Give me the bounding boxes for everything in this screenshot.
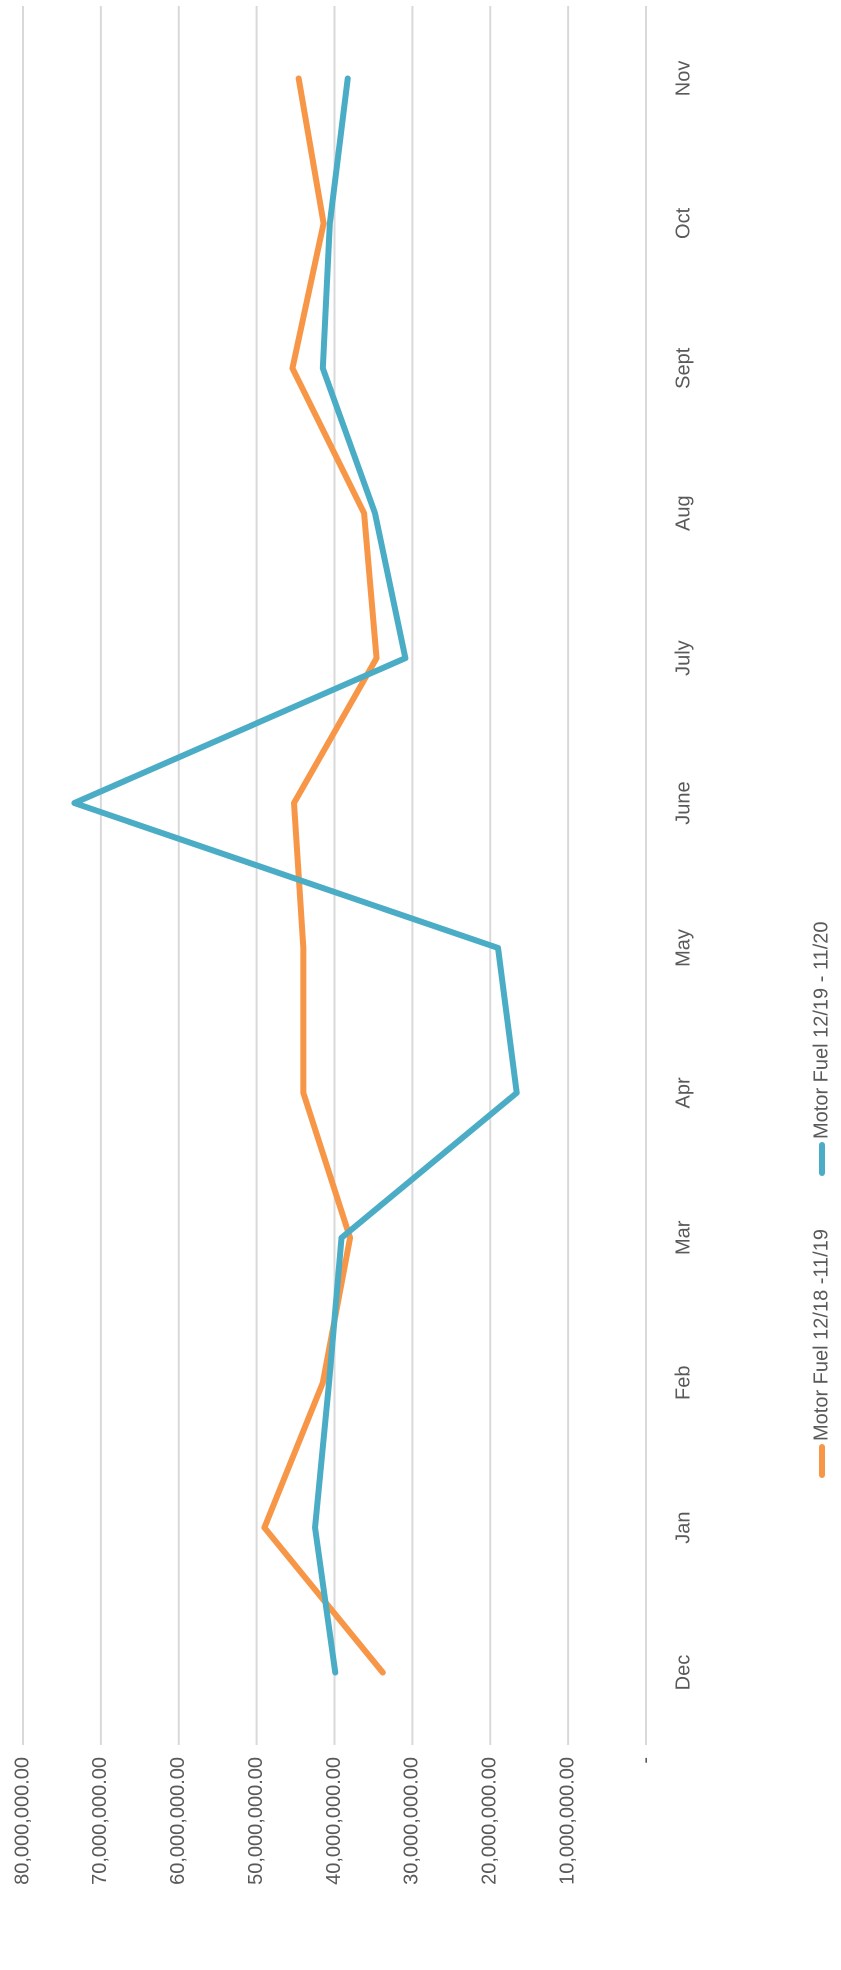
y-tick-label: 10,000,000.00 [556,1757,578,1885]
y-tick-label: 30,000,000.00 [401,1757,423,1885]
y-tick-label: - [634,1757,656,1764]
x-tick-label: May [672,929,694,967]
x-tick-label: Jan [672,1512,694,1544]
x-tick-label: Sept [672,347,694,389]
line-series [261,75,386,1676]
x-tick-label: Apr [672,1077,694,1108]
legend-label: Motor Fuel 12/19 - 11/20 [810,921,832,1139]
y-tick-label: 60,000,000.00 [167,1757,189,1885]
rotated-plot: - 10,000,000.00 20,000,000.00 30,000,000.00… [11,6,832,1885]
x-tick-label: July [672,640,694,676]
line-series [71,75,520,1676]
x-tick-label: Nov [672,61,694,97]
x-tick-label: Feb [672,1365,694,1399]
x-tick-label: June [672,781,694,824]
y-tick-label: 50,000,000.00 [245,1757,267,1885]
legend-label: Motor Fuel 12/18 -11/19 [810,1229,832,1441]
y-tick-label: 70,000,000.00 [89,1757,111,1885]
x-tick-label: Oct [672,207,694,239]
x-tick-label: Dec [672,1655,694,1691]
x-tick-label: Aug [672,495,694,531]
y-tick-label: 20,000,000.00 [479,1757,501,1885]
x-tick-label: Mar [672,1220,694,1255]
y-tick-label: 40,000,000.00 [323,1757,345,1885]
y-tick-label: 80,000,000.00 [11,1757,33,1885]
